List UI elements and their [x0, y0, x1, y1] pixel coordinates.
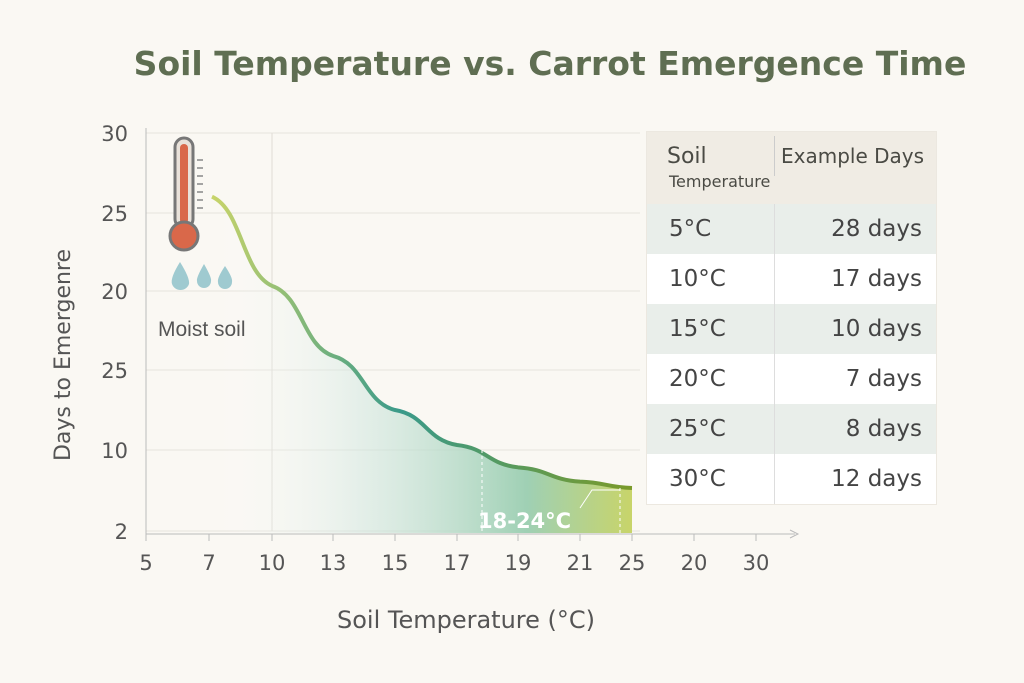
table-header: Soil Temperature Example Days [647, 132, 936, 204]
x-axis-arrow [789, 529, 800, 539]
header-soil: Soil [667, 144, 707, 169]
table-row: 30°C 12 days [647, 454, 936, 504]
water-drop-icon [171, 262, 233, 291]
x-axis-label: Soil Temperature (°C) [337, 606, 595, 634]
y-tick-label: 10 [101, 439, 128, 463]
chart-title: Soil Temperature vs. Carrot Emergence Ti… [133, 44, 967, 83]
x-tick-label: 5 [139, 551, 152, 575]
temp-cell: 5°C [669, 216, 712, 242]
days-cell: 7 days [845, 366, 922, 392]
table-row: 15°C 10 days [647, 304, 936, 354]
days-cell: 8 days [845, 416, 922, 442]
area-fill [212, 196, 632, 533]
x-tick-label: 20 [681, 551, 708, 575]
x-tick-label: 19 [505, 551, 532, 575]
temp-cell: 20°C [669, 366, 726, 392]
temp-cell: 15°C [669, 316, 726, 342]
y-tick-label: 2 [115, 520, 128, 544]
days-cell: 28 days [831, 216, 922, 242]
range-callout [579, 489, 620, 509]
series-line [211, 194, 633, 491]
table-row: 5°C 28 days [647, 204, 936, 254]
thermometer-icon [168, 136, 203, 252]
table-row: 10°C 17 days [647, 254, 936, 304]
optimal-range-label: 18-24°C [478, 509, 571, 533]
x-tick-label: 30 [743, 551, 770, 575]
days-cell: 17 days [831, 266, 922, 292]
y-tick-label: 30 [101, 122, 128, 146]
x-tick-label: 21 [567, 551, 594, 575]
emergence-table: Soil Temperature Example Days 5°C 28 days… [646, 131, 937, 505]
temp-cell: 10°C [669, 266, 726, 292]
y-tick-label: 25 [101, 359, 128, 383]
x-tick-label: 7 [202, 551, 215, 575]
x-tick-label: 13 [320, 551, 347, 575]
y-axis-label: Days to Emergenre [51, 249, 76, 461]
y-tick-label: 20 [101, 280, 128, 304]
table-row: 20°C 7 days [647, 354, 936, 404]
x-tick-label: 15 [382, 551, 409, 575]
x-tick-label: 25 [619, 551, 646, 575]
header-days: Example Days [781, 144, 925, 168]
y-tick-label: 25 [101, 202, 128, 226]
temp-cell: 30°C [669, 466, 726, 492]
x-tick-label: 10 [259, 551, 286, 575]
table-row: 25°C 8 days [647, 404, 936, 454]
moist-soil-label: Moist soil [158, 318, 246, 341]
x-tick-label: 17 [444, 551, 471, 575]
temp-cell: 25°C [669, 416, 726, 442]
days-cell: 12 days [831, 466, 922, 492]
header-temperature: Temperature [669, 172, 771, 191]
days-cell: 10 days [831, 316, 922, 342]
